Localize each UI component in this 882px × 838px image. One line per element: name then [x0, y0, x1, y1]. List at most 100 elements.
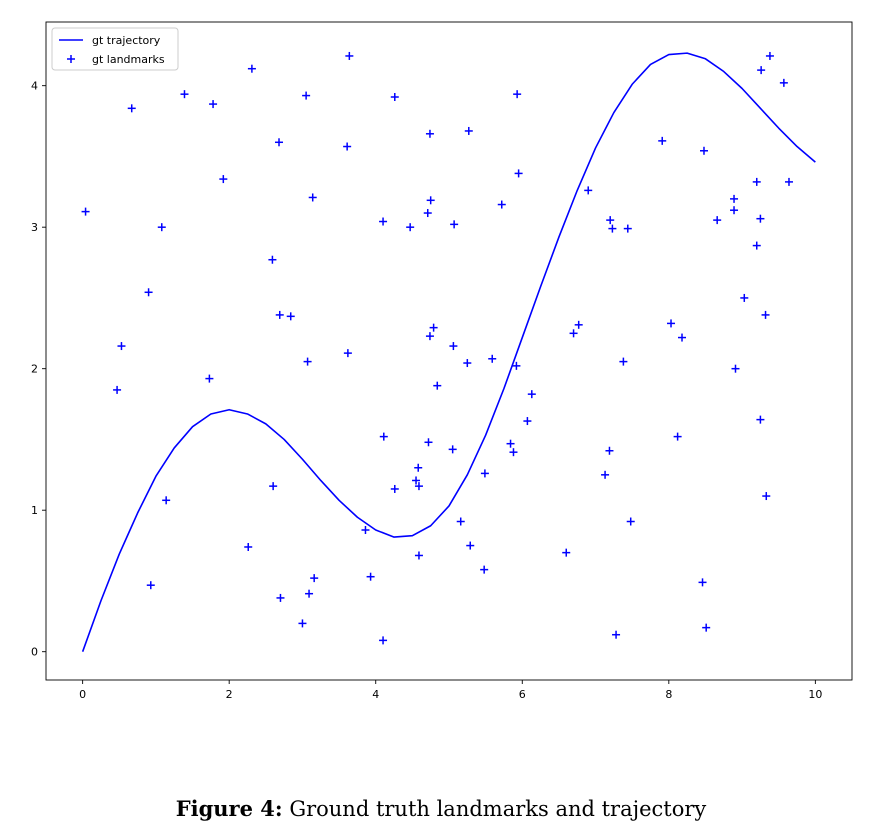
- landmark-marker: [513, 90, 522, 99]
- landmark-marker: [584, 186, 593, 195]
- x-tick-label: 2: [226, 688, 233, 701]
- landmark-marker: [509, 448, 518, 457]
- legend-label: gt trajectory: [92, 34, 161, 47]
- y-tick-label: 0: [31, 646, 38, 659]
- landmark-marker: [456, 517, 465, 526]
- x-tick-label: 0: [79, 688, 86, 701]
- landmark-marker: [713, 216, 722, 225]
- landmark-marker: [406, 223, 415, 232]
- y-tick-label: 1: [31, 504, 38, 517]
- y-tick-label: 3: [31, 221, 38, 234]
- landmark-marker: [247, 64, 256, 73]
- landmark-marker: [562, 548, 571, 557]
- landmark-marker: [450, 220, 459, 229]
- landmark-marker: [623, 224, 632, 233]
- landmark-marker: [268, 255, 277, 264]
- landmark-marker: [276, 593, 285, 602]
- landmark-marker: [449, 342, 458, 351]
- landmark-marker: [761, 310, 770, 319]
- landmark-marker: [81, 207, 90, 216]
- legend-box: [51, 27, 179, 71]
- landmark-marker: [667, 319, 676, 328]
- landmark-marker: [269, 482, 278, 491]
- landmark-marker: [424, 438, 433, 447]
- landmark-marker: [379, 217, 388, 226]
- landmark-marker: [414, 551, 423, 560]
- landmark-marker: [305, 589, 314, 598]
- landmark-marker: [514, 169, 523, 178]
- landmark-marker: [423, 209, 432, 218]
- landmark-marker: [144, 288, 153, 297]
- chart: 0 2 4 6 8 10 0 1 2 3 4 gt trajectory gt landmarks: [31, 21, 853, 701]
- landmark-marker: [127, 104, 136, 113]
- landmark-marker: [512, 361, 521, 370]
- landmark-marker: [464, 126, 473, 135]
- figure-caption: Figure 4: Ground truth landmarks and tra…: [0, 796, 882, 821]
- legend: gt trajectory gt landmarks: [51, 27, 179, 71]
- landmark-marker: [626, 517, 635, 526]
- landmark-marker: [157, 223, 166, 232]
- landmark-marker: [784, 177, 793, 186]
- landmark-marker: [286, 312, 295, 321]
- landmark-marker: [298, 619, 307, 628]
- landmark-marker: [480, 565, 489, 574]
- landmark-marker: [731, 364, 740, 373]
- landmark-marker: [425, 332, 434, 341]
- landmark-marker: [366, 572, 375, 581]
- landmark-marker: [606, 216, 615, 225]
- landmark-marker: [601, 470, 610, 479]
- landmark-marker: [658, 136, 667, 145]
- landmark-marker: [497, 200, 506, 209]
- landmark-marker: [361, 526, 370, 535]
- landmark-marker: [219, 175, 228, 184]
- landmark-marker: [117, 342, 126, 351]
- landmark-marker: [113, 385, 122, 394]
- landmark-marker: [756, 415, 765, 424]
- landmark-marker: [414, 463, 423, 472]
- landmark-marker: [209, 100, 218, 109]
- landmark-marker: [379, 432, 388, 441]
- landmark-marker: [162, 496, 171, 505]
- landmark-marker: [426, 196, 435, 205]
- landmark-marker: [779, 78, 788, 87]
- landmark-marker: [527, 390, 536, 399]
- landmark-marker: [756, 214, 765, 223]
- landmark-marker: [506, 439, 515, 448]
- landmark-marker: [612, 630, 621, 639]
- landmark-marker: [379, 636, 388, 645]
- landmark-marker: [608, 224, 617, 233]
- landmark-marker: [390, 484, 399, 493]
- y-tick-label: 4: [31, 80, 38, 93]
- figure-caption-label: Figure 4:: [175, 796, 283, 821]
- x-tick-label: 10: [808, 688, 822, 701]
- landmark-marker: [605, 446, 614, 455]
- axes: 0 2 4 6 8 10 0 1 2 3 4: [31, 21, 853, 701]
- trajectory-line: [81, 52, 816, 652]
- landmark-marker: [463, 359, 472, 368]
- axes-frame: [45, 21, 853, 681]
- landmark-marker: [699, 146, 708, 155]
- x-tick-label: 4: [372, 688, 379, 701]
- landmark-marker: [310, 574, 319, 583]
- legend-label: gt landmarks: [92, 53, 165, 66]
- landmark-marker: [752, 241, 761, 250]
- landmark-marker: [702, 623, 711, 632]
- landmark-marker: [414, 482, 423, 491]
- landmark-marker: [180, 90, 189, 99]
- landmark-marker: [619, 357, 628, 366]
- landmark-marker: [308, 193, 317, 202]
- landmark-marker: [523, 417, 532, 426]
- landmark-marker: [730, 194, 739, 203]
- landmark-marker: [574, 320, 583, 329]
- landmark-marker: [698, 578, 707, 587]
- landmark-marker: [740, 293, 749, 302]
- landmark-marker: [730, 206, 739, 215]
- landmark-marker: [569, 329, 578, 338]
- landmark-marker: [345, 51, 354, 60]
- landmark-marker: [244, 542, 253, 551]
- x-tick-label: 6: [519, 688, 526, 701]
- y-tick-label: 2: [31, 363, 38, 376]
- landmark-marker: [678, 333, 687, 342]
- landmark-marker: [488, 354, 497, 363]
- landmark-marker: [480, 469, 489, 478]
